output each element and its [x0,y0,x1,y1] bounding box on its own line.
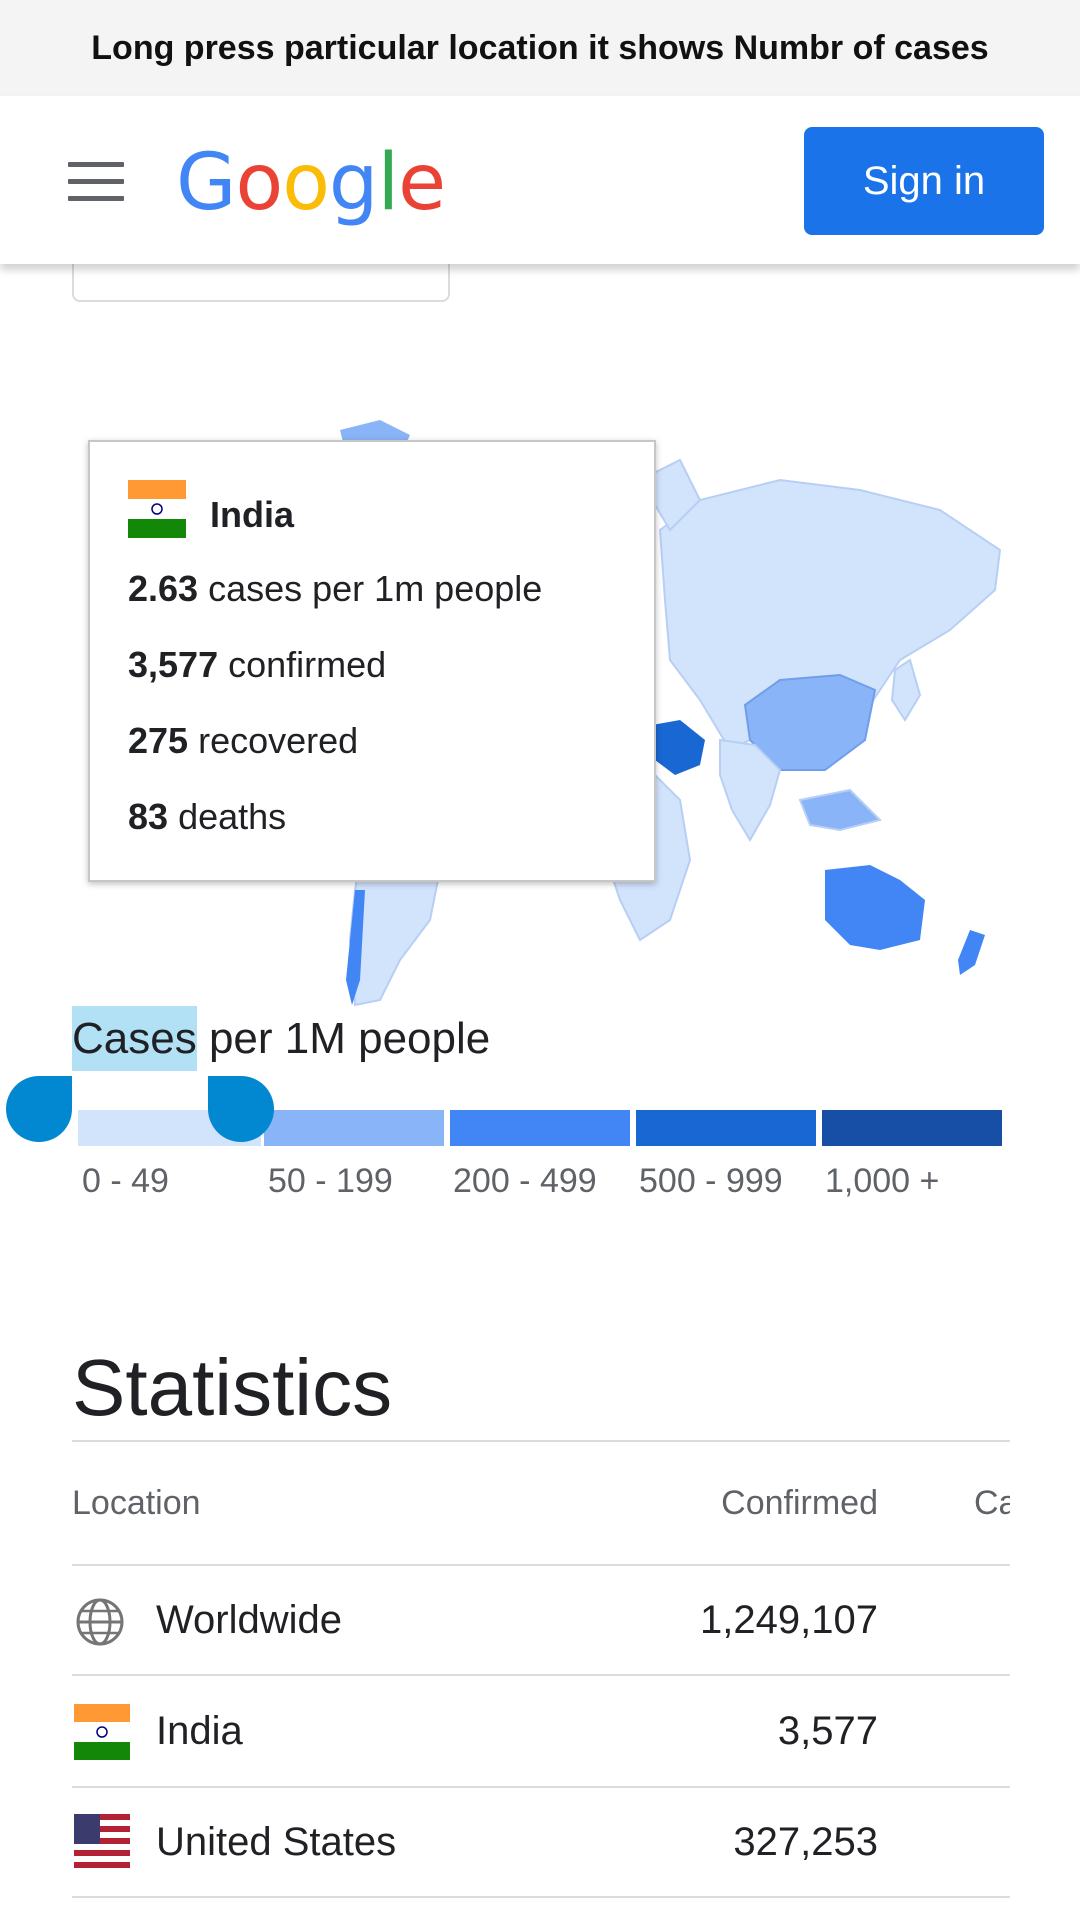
logo-letter: e [398,138,446,228]
map-region-new-zealand [958,930,985,975]
india-flag-icon [74,1704,130,1760]
hamburger-menu-icon[interactable] [68,162,124,202]
legend-bar-50-199 [264,1110,444,1146]
column-header-cases-clipped[interactable]: Ca [974,1484,1010,1522]
india-flag-icon [128,480,186,538]
divider [72,1786,1010,1788]
divider [72,1674,1010,1676]
sign-in-button[interactable]: Sign in [804,127,1044,235]
logo-letter: o [235,138,283,228]
legend-bar-500-999 [636,1110,816,1146]
tooltip-deaths-row: 83 deaths [128,796,286,838]
tooltip-recovered-value: 275 [128,720,189,761]
legend-label: 500 - 999 [639,1162,783,1200]
tooltip-deaths-value: 83 [128,796,169,837]
row-confirmed: 1,249,107 [700,1598,878,1642]
row-confirmed: 327,253 [733,1820,878,1864]
legend-bar-200-499 [450,1110,630,1146]
map-region-southeast-asia [798,788,882,832]
tooltip-recovered-row: 275 recovered [128,720,358,762]
tooltip-per-million-text: cases per 1m people [208,568,543,609]
column-header-confirmed[interactable]: Confirmed [721,1484,878,1522]
legend-bar-1000-plus [822,1110,1002,1146]
selection-handle-start[interactable] [6,1076,72,1142]
legend-label: 50 - 199 [268,1162,393,1200]
legend-title-rest: per 1M people [208,1014,491,1063]
map-region-eurasia [658,478,1002,752]
divider [72,1440,1010,1442]
tooltip-per-million-value: 2.63 [128,568,199,609]
google-logo[interactable]: Google [176,138,446,228]
logo-letter: G [176,138,236,228]
divider [72,1564,1010,1566]
map-region-australia [825,865,925,950]
logo-letter: g [328,138,379,228]
google-header: Google Sign in [0,96,1080,264]
tooltip-confirmed-text: confirmed [228,644,387,685]
logo-letter: o [282,138,330,228]
map-region-chile [346,890,365,1005]
tooltip-confirmed-value: 3,577 [128,644,219,685]
us-flag-icon [74,1814,130,1870]
tooltip-recovered-text: recovered [198,720,359,761]
row-location: India [156,1709,243,1753]
legend-label: 0 - 49 [82,1162,169,1200]
legend-title: Cases per 1M people [72,1006,491,1071]
statistics-heading: Statistics [72,1343,393,1432]
instruction-banner: Long press particular location it shows … [0,0,1080,96]
legend-label: 200 - 499 [453,1162,597,1200]
tooltip-per-million-row: 2.63 cases per 1m people [128,568,542,610]
row-location: Worldwide [156,1598,342,1642]
map-region-india [719,738,782,842]
tooltip-country-name: India [210,494,295,535]
legend-label: 1,000 + [825,1162,940,1200]
selected-text[interactable]: Cases [72,1006,197,1071]
tooltip-confirmed-row: 3,577 confirmed [128,644,386,686]
map-region-japan [890,658,922,722]
logo-letter: l [377,138,399,228]
column-header-location[interactable]: Location [72,1484,201,1522]
country-tooltip: India 2.63 cases per 1m people 3,577 con… [88,440,656,882]
map-region-middle-east [652,720,705,775]
row-location: United States [156,1820,397,1864]
banner-text: Long press particular location it shows … [91,28,989,67]
divider [72,1896,1010,1898]
tooltip-deaths-text: deaths [178,796,287,837]
selection-handle-end[interactable] [208,1076,274,1142]
globe-icon [76,1598,124,1646]
row-confirmed: 3,577 [777,1709,878,1753]
